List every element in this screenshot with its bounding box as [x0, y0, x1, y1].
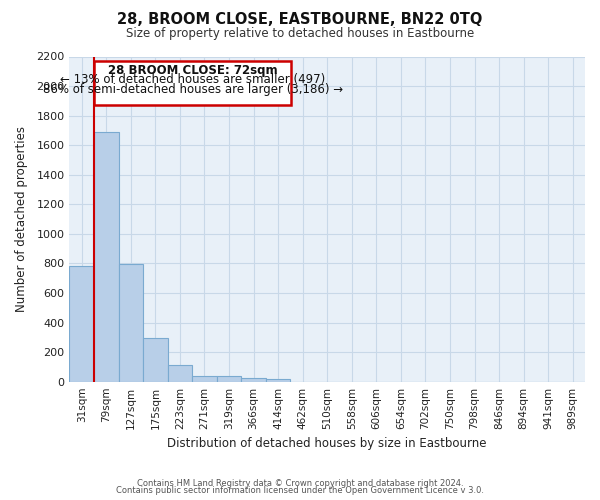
Bar [119, 264, 143, 382]
Text: ← 13% of detached houses are smaller (497): ← 13% of detached houses are smaller (49… [60, 73, 325, 86]
Bar [266, 378, 290, 382]
Bar [143, 338, 167, 382]
Text: 28 BROOM CLOSE: 72sqm: 28 BROOM CLOSE: 72sqm [108, 64, 277, 77]
Text: Contains HM Land Registry data © Crown copyright and database right 2024.: Contains HM Land Registry data © Crown c… [137, 478, 463, 488]
Text: 86% of semi-detached houses are larger (3,186) →: 86% of semi-detached houses are larger (… [43, 83, 343, 96]
Text: 28, BROOM CLOSE, EASTBOURNE, BN22 0TQ: 28, BROOM CLOSE, EASTBOURNE, BN22 0TQ [118, 12, 482, 28]
Bar [167, 366, 192, 382]
Bar [192, 376, 217, 382]
Bar [241, 378, 266, 382]
Text: Size of property relative to detached houses in Eastbourne: Size of property relative to detached ho… [126, 28, 474, 40]
Bar [70, 266, 94, 382]
Y-axis label: Number of detached properties: Number of detached properties [15, 126, 28, 312]
FancyBboxPatch shape [94, 61, 291, 106]
Bar [217, 376, 241, 382]
Bar [94, 132, 119, 382]
Text: Contains public sector information licensed under the Open Government Licence v : Contains public sector information licen… [116, 486, 484, 495]
X-axis label: Distribution of detached houses by size in Eastbourne: Distribution of detached houses by size … [167, 437, 487, 450]
